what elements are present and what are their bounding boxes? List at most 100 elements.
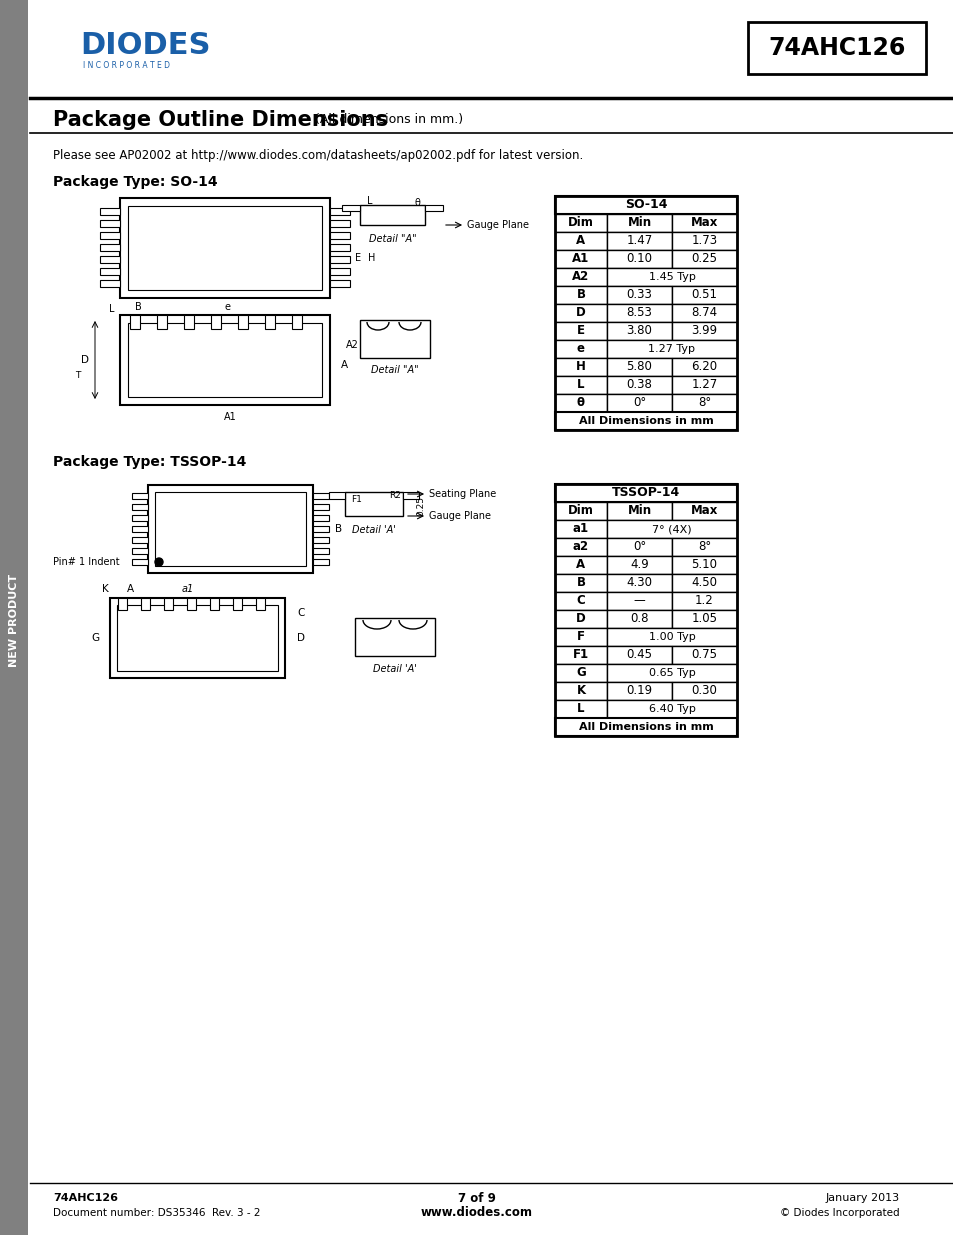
Text: All Dimensions in mm: All Dimensions in mm	[578, 416, 713, 426]
Bar	[187, 598, 195, 610]
Text: D: D	[296, 634, 305, 643]
Text: Package Type: SO-14: Package Type: SO-14	[53, 175, 217, 189]
Text: E: E	[577, 325, 584, 337]
Bar	[130, 315, 140, 329]
Text: Min: Min	[627, 216, 651, 230]
Text: 0.19: 0.19	[626, 684, 652, 698]
Text: Max: Max	[690, 505, 718, 517]
Text: (All dimensions in mm.): (All dimensions in mm.)	[314, 114, 462, 126]
Bar	[184, 315, 193, 329]
Bar	[330, 280, 350, 287]
Text: D: D	[576, 306, 585, 320]
Text: 7 of 9: 7 of 9	[457, 1192, 496, 1204]
Bar	[606, 700, 737, 718]
Bar	[330, 207, 350, 215]
Text: Gauge Plane: Gauge Plane	[429, 511, 491, 521]
Bar	[233, 598, 242, 610]
Text: L: L	[577, 703, 584, 715]
Text: 5.80: 5.80	[626, 361, 652, 373]
Bar	[341, 205, 359, 211]
Bar	[132, 526, 148, 532]
Bar	[359, 205, 424, 225]
Text: 0.45: 0.45	[626, 648, 652, 662]
Bar	[606, 629, 737, 646]
Bar	[100, 268, 120, 275]
Bar	[671, 538, 737, 556]
Bar	[555, 214, 606, 232]
Bar	[100, 256, 120, 263]
Text: 74AHC126: 74AHC126	[767, 36, 904, 61]
Bar	[132, 515, 148, 521]
Bar	[555, 394, 606, 412]
Text: E: E	[355, 253, 360, 263]
Bar	[671, 322, 737, 340]
Text: R2: R2	[389, 492, 400, 500]
Bar	[237, 315, 248, 329]
Text: 3.99: 3.99	[691, 325, 717, 337]
Text: Dim: Dim	[567, 216, 594, 230]
Bar	[141, 598, 150, 610]
Bar	[606, 340, 737, 358]
Bar	[329, 492, 345, 499]
Text: 0.30: 0.30	[691, 684, 717, 698]
Text: D: D	[81, 354, 89, 366]
Bar	[671, 375, 737, 394]
Bar	[555, 700, 606, 718]
Bar	[555, 375, 606, 394]
Bar	[555, 484, 737, 736]
Bar	[555, 610, 606, 629]
Bar	[555, 501, 606, 520]
Bar	[128, 206, 322, 290]
Text: Detail "A": Detail "A"	[368, 233, 416, 245]
Bar	[117, 605, 277, 671]
Text: 1.05: 1.05	[691, 613, 717, 625]
Bar	[100, 232, 120, 240]
Bar	[555, 629, 606, 646]
Text: www.diodes.com: www.diodes.com	[420, 1207, 533, 1219]
Bar	[128, 324, 322, 396]
Bar	[132, 504, 148, 510]
Bar	[118, 598, 127, 610]
Text: H: H	[368, 253, 375, 263]
Text: Package Type: TSSOP-14: Package Type: TSSOP-14	[53, 454, 246, 469]
Text: Package Outline Dimensions: Package Outline Dimensions	[53, 110, 388, 130]
Text: Pin# 1 Indent: Pin# 1 Indent	[53, 557, 119, 567]
Text: I N C O R P O R A T E D: I N C O R P O R A T E D	[83, 61, 170, 69]
Bar	[671, 287, 737, 304]
Bar	[671, 556, 737, 574]
Bar	[606, 556, 671, 574]
Text: 0°: 0°	[632, 396, 645, 410]
Text: T: T	[75, 370, 81, 379]
Text: 8°: 8°	[698, 396, 710, 410]
Text: L: L	[367, 196, 373, 206]
Text: Document number: DS35346  Rev. 3 - 2: Document number: DS35346 Rev. 3 - 2	[53, 1208, 260, 1218]
Text: B: B	[335, 524, 342, 534]
Text: A: A	[576, 558, 585, 572]
Text: 1.2: 1.2	[695, 594, 713, 608]
Text: Seating Plane: Seating Plane	[429, 489, 496, 499]
Bar	[100, 280, 120, 287]
Bar	[606, 304, 671, 322]
Text: Max: Max	[690, 216, 718, 230]
Text: L: L	[577, 378, 584, 391]
Text: A: A	[340, 359, 347, 370]
Bar	[313, 559, 329, 564]
Bar	[606, 682, 671, 700]
Bar	[148, 485, 313, 573]
Bar	[424, 205, 442, 211]
Bar	[110, 598, 285, 678]
Text: e: e	[225, 303, 231, 312]
Text: 74AHC126: 74AHC126	[53, 1193, 118, 1203]
Bar	[606, 232, 671, 249]
Bar	[330, 268, 350, 275]
Text: 1.73: 1.73	[691, 235, 717, 247]
Bar	[555, 196, 737, 430]
Bar	[671, 501, 737, 520]
Text: Detail 'A': Detail 'A'	[373, 664, 416, 674]
Bar	[313, 537, 329, 543]
Text: a1: a1	[573, 522, 588, 536]
Text: 5.10: 5.10	[691, 558, 717, 572]
Bar	[555, 196, 737, 214]
Text: A2: A2	[572, 270, 589, 284]
Text: C: C	[576, 594, 585, 608]
